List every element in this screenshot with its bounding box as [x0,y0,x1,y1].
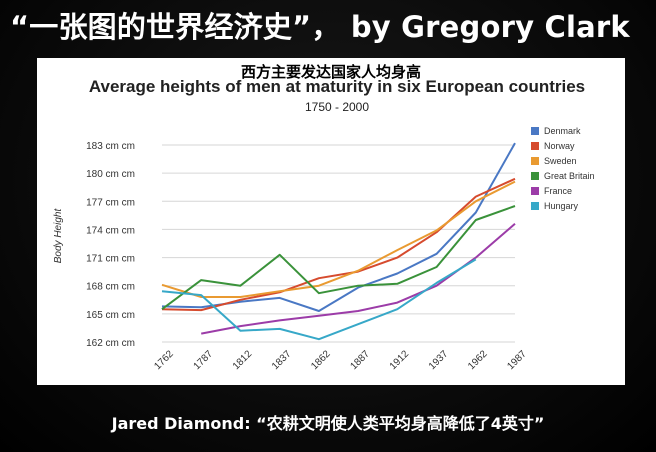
legend-label: Denmark [544,126,581,136]
legend-label: Hungary [544,201,579,211]
y-tick-label: 171 cm cm [86,254,135,265]
chart-subtitle: 1750 - 2000 [305,100,369,114]
slide-title: “一张图的世界经济史”， by Gregory Clark [10,10,630,44]
x-tick-label: 1912 [388,348,412,372]
y-axis-label: Body Height [53,208,64,264]
series-line-hungary [161,258,477,341]
y-tick-label: 174 cm cm [86,225,135,236]
legend-swatch [531,157,539,165]
overlay-title: 西方主要发达国家人均身高 [240,63,421,81]
slide-caption: Jared Diamond: “农耕文明使人类平均身高降低了4英寸” [111,414,545,433]
x-tick-label: 1962 [466,348,490,372]
y-tick-label: 162 cm cm [86,338,135,349]
series-line-norway [161,177,516,312]
x-tick-label: 1987 [505,348,529,372]
legend-swatch [531,142,539,150]
x-tick-label: 1887 [348,348,372,372]
y-tick-label: 180 cm cm [86,169,135,180]
y-tick-label: 183 cm cm [86,141,135,152]
legend-swatch [531,127,539,135]
legend-label: France [544,186,572,196]
x-tick-label: 1812 [231,348,255,372]
legend-label: Sweden [544,156,577,166]
series-line-sweden [161,180,516,298]
series-line-great-britain [161,205,516,311]
legend-label: Great Britain [544,171,595,181]
x-tick-label: 1787 [192,348,216,372]
x-tick-label: 1862 [309,348,333,372]
x-tick-label: 1762 [152,348,176,372]
legend-swatch [531,202,539,210]
y-tick-label: 168 cm cm [86,282,135,293]
legend-swatch [531,187,539,195]
x-tick-label: 1937 [427,348,451,372]
chart-panel: Average heights of men at maturity in si… [37,58,625,385]
legend-swatch [531,172,539,180]
y-tick-label: 165 cm cm [86,310,135,321]
legend-label: Norway [544,141,575,151]
height-line-chart: Average heights of men at maturity in si… [53,77,595,372]
y-tick-label: 177 cm cm [86,197,135,208]
chart-title: Average heights of men at maturity in si… [89,77,585,96]
x-tick-label: 1837 [270,348,294,372]
